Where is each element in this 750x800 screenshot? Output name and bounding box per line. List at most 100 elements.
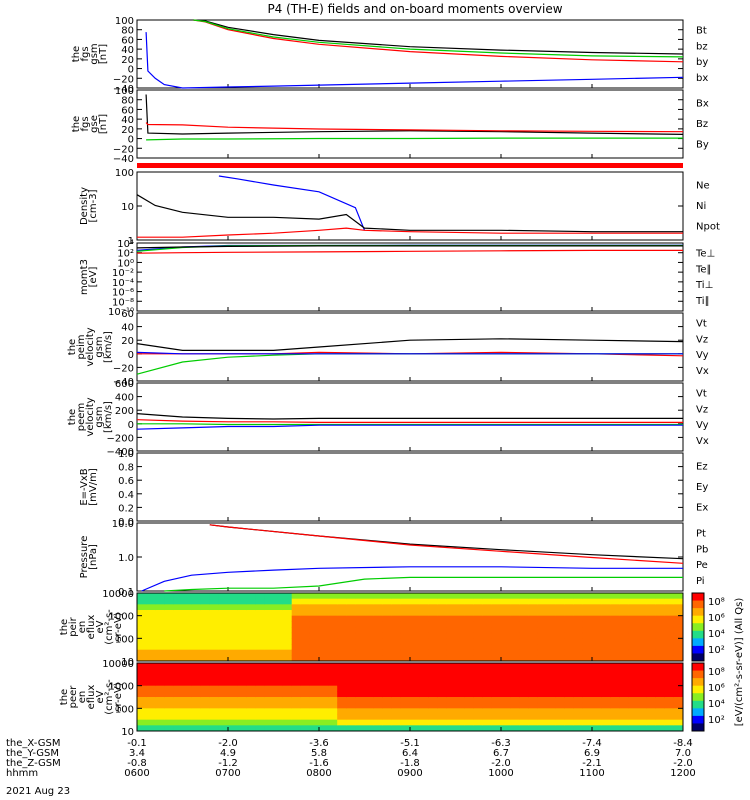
spectrogram-cell <box>373 691 384 698</box>
spectrogram-cell <box>573 593 584 600</box>
spectrogram-cell <box>237 708 247 715</box>
spectrogram-cell <box>510 632 520 639</box>
y-tick-label: 10² <box>117 249 134 260</box>
spectrogram-cell <box>164 593 174 600</box>
spectrogram-cell <box>555 719 566 726</box>
spectrogram-cell <box>364 621 375 628</box>
y-axis-label: (cm²-s- <box>104 679 115 715</box>
orbit-value: 1000 <box>488 768 513 779</box>
spectrogram-cell <box>309 702 320 709</box>
spectrogram-cell <box>319 649 329 656</box>
spectrogram-cell <box>637 725 648 732</box>
spectrogram-cell <box>155 610 165 617</box>
spectrogram-cell <box>373 644 384 651</box>
spectrogram-cell <box>155 719 165 726</box>
spectrogram-cell <box>300 702 311 709</box>
spectrogram-cell <box>410 697 420 704</box>
spectrogram-cell <box>646 714 657 721</box>
spectrogram-cell <box>237 610 247 617</box>
spectrogram-cell <box>255 674 265 681</box>
spectrogram-cell <box>364 649 375 656</box>
spectrogram-cell <box>182 708 193 715</box>
spectrogram-cell <box>519 610 529 617</box>
spectrogram-cell <box>455 621 466 628</box>
spectrogram-cell <box>146 627 156 634</box>
legend-label: Vx <box>696 366 709 377</box>
spectrogram-cell <box>573 615 584 622</box>
spectrogram-cell <box>191 725 202 732</box>
spectrogram-cell <box>582 680 593 687</box>
spectrogram-cell <box>519 702 529 709</box>
spectrogram-cell <box>610 593 620 600</box>
y-tick-label: 60 <box>121 309 134 320</box>
spectrogram-cell <box>309 632 320 639</box>
spectrogram-cell <box>200 685 211 692</box>
spectrogram-cell <box>664 610 675 617</box>
spectrogram-cell <box>537 655 547 662</box>
spectrogram-cell <box>446 655 456 662</box>
spectrogram-cell <box>628 725 638 732</box>
spectrogram-cell <box>355 674 365 681</box>
spectrogram-cell <box>146 719 156 726</box>
spectrogram-cell <box>273 632 284 639</box>
spectrogram-cell <box>473 708 484 715</box>
spectrogram-cell <box>282 725 293 732</box>
spectrogram-cell <box>455 593 466 600</box>
spectrogram-cell <box>473 663 484 670</box>
spectrogram-cell <box>619 708 629 715</box>
spectrogram-cell <box>664 649 675 656</box>
orbit-value: -1.8 <box>400 758 420 769</box>
legend-label: by <box>696 57 708 68</box>
spectrogram-cell <box>655 627 666 634</box>
spectrogram-cell <box>564 593 575 600</box>
spectrogram-cell <box>528 644 538 651</box>
spectrogram-cell <box>355 610 365 617</box>
spectrogram-cell <box>673 674 684 681</box>
spectrogram-cell <box>364 691 375 698</box>
spectrogram-cell <box>400 610 411 617</box>
spectrogram-cell <box>637 638 648 645</box>
legend-label: Bz <box>696 119 708 130</box>
spectrogram-cell <box>273 702 284 709</box>
spectrogram-cell <box>546 714 557 721</box>
spectrogram-cell <box>619 719 629 726</box>
spectrogram-cell <box>564 697 575 704</box>
spectrogram-cell <box>228 680 238 687</box>
spectrogram-cell <box>400 621 411 628</box>
spectrogram-cell <box>655 714 666 721</box>
spectrogram-cell <box>337 719 347 726</box>
spectrogram-cell <box>491 598 502 605</box>
spectrogram-cell <box>637 644 648 651</box>
spectrogram-cell <box>164 649 174 656</box>
spectrogram-cell <box>664 691 675 698</box>
y-tick-label: 1000 <box>109 612 134 623</box>
spectrogram-cell <box>273 668 284 675</box>
spectrogram-cell <box>273 685 284 692</box>
y-axis-label: en <box>77 621 88 634</box>
spectrogram-cell <box>309 598 320 605</box>
spectrogram-cell <box>164 702 174 709</box>
spectrogram-cell <box>664 632 675 639</box>
spectrogram-cell <box>646 593 657 600</box>
spectrogram-cell <box>582 621 593 628</box>
y-tick-label: 10 <box>121 727 134 738</box>
y-axis-label: [km/s] <box>103 401 114 433</box>
spectrogram-cell <box>646 691 657 698</box>
spectrogram-cell <box>646 627 657 634</box>
spectrogram-cell <box>428 663 438 670</box>
spectrogram-cell <box>173 691 183 698</box>
spectrogram-cell <box>473 649 484 656</box>
spectrogram-cell <box>391 593 402 600</box>
spectrogram-cell <box>209 708 220 715</box>
spectrogram-cell <box>546 697 557 704</box>
spectrogram-cell <box>673 638 684 645</box>
orbit-info: the_X-GSM -0.1 -2.0 -3.6 -5.1 -6.3 -7.4 -8.4the… <box>6 738 696 797</box>
spectrogram-cell <box>346 697 356 704</box>
spectrogram-cell <box>673 615 684 622</box>
spectrogram-cell <box>582 649 593 656</box>
spectrogram-cell <box>264 621 274 628</box>
spectrogram-cell <box>228 644 238 651</box>
spectrogram-cell <box>191 598 202 605</box>
spectrogram-cell <box>328 621 338 628</box>
spectrogram-cell <box>355 598 365 605</box>
